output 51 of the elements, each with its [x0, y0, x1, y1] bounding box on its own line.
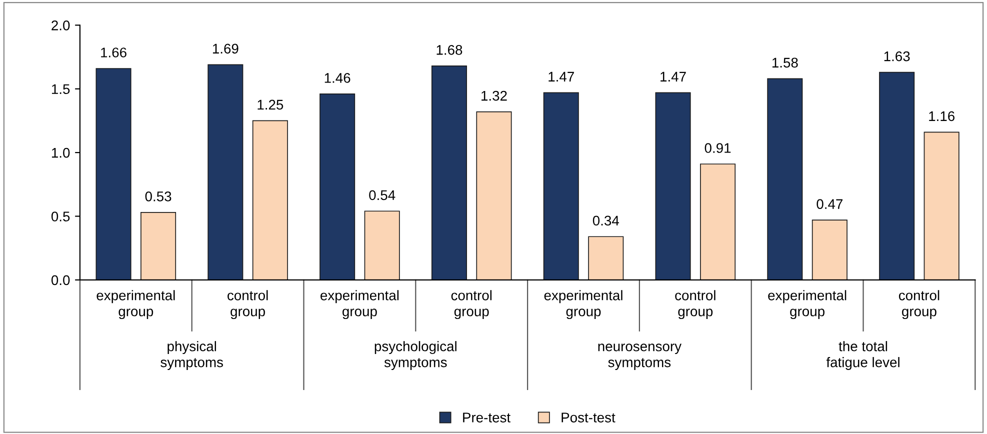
data-label: 1.58 — [772, 58, 798, 68]
text: physical symptoms — [160, 341, 223, 370]
data-label: 1.66 — [101, 48, 126, 58]
data-label: 0.47 — [816, 199, 843, 209]
data-label: 0.91 — [704, 143, 731, 153]
bar — [588, 236, 624, 280]
bar — [252, 120, 288, 280]
data-label: 1.32 — [482, 90, 507, 101]
text: psychological symptoms — [374, 341, 456, 370]
legend-label: Post-test — [562, 412, 616, 422]
data-label: 1.16 — [929, 111, 954, 122]
bar — [655, 92, 691, 280]
bar — [320, 94, 356, 280]
x-tick-label: experimental group — [320, 290, 399, 320]
bar — [700, 164, 736, 280]
x-tick-label: experimental group — [544, 290, 622, 320]
bar — [140, 212, 176, 280]
x-tick-label: control group — [228, 290, 268, 320]
text: the total fatigue level — [826, 341, 900, 370]
data-label: 0.34 — [592, 216, 619, 226]
x-tick-label: experimental group — [768, 290, 846, 320]
data-label: 1.63 — [884, 51, 910, 62]
x-tick-label: control group — [675, 290, 716, 320]
bar — [476, 111, 512, 280]
data-label: 1.69 — [212, 44, 238, 54]
data-label: 1.47 — [660, 72, 686, 82]
data-label: 1.47 — [548, 72, 574, 82]
bar — [208, 64, 244, 280]
bar — [924, 132, 960, 280]
bar — [96, 68, 132, 280]
y-tick-label: 0.5 — [51, 212, 70, 222]
y-tick-label: 0.0 — [51, 275, 70, 286]
data-label: 1.25 — [258, 100, 284, 110]
y-tick-label: 1.0 — [52, 148, 70, 158]
x-tick-label: experimental group — [96, 290, 175, 320]
bar — [364, 210, 400, 280]
text: neurosensory symptoms — [598, 344, 682, 370]
data-label: 0.54 — [369, 190, 396, 200]
data-label: 1.68 — [436, 45, 462, 55]
bar — [431, 66, 467, 280]
bar — [767, 78, 803, 280]
legend-label: Pre-test — [463, 412, 510, 422]
x-tick-label: control group — [898, 290, 940, 320]
x-tick-label: control group — [451, 290, 492, 320]
bar — [543, 92, 579, 280]
bar — [879, 72, 915, 280]
y-tick-label: 2.0 — [52, 20, 70, 30]
y-tick-label: 1.5 — [52, 84, 70, 94]
data-label: 1.46 — [324, 73, 350, 83]
bar — [812, 220, 848, 280]
data-label: 0.53 — [145, 192, 172, 202]
